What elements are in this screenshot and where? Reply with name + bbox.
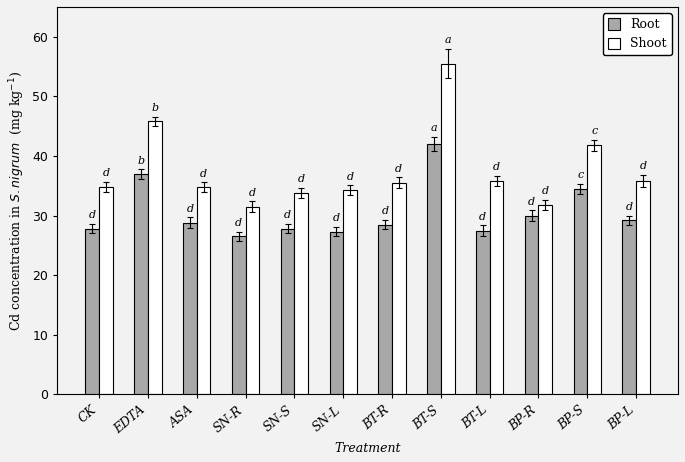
Text: b: b <box>151 103 158 113</box>
Bar <box>573 189 587 395</box>
Bar <box>295 193 308 395</box>
Bar <box>245 207 259 395</box>
Bar <box>148 122 162 395</box>
Text: d: d <box>382 206 388 216</box>
Text: d: d <box>284 210 291 220</box>
Text: c: c <box>591 126 597 136</box>
Bar <box>587 145 601 395</box>
Bar <box>281 229 295 395</box>
Bar <box>99 187 113 395</box>
Bar <box>525 216 538 395</box>
Bar <box>183 223 197 395</box>
Y-axis label: Cd concentration in $\it{S. nigrum}$  (mg kg$^{-1}$): Cd concentration in $\it{S. nigrum}$ (mg… <box>7 71 27 331</box>
Bar <box>490 181 503 395</box>
Bar <box>86 229 99 395</box>
X-axis label: Treatment: Treatment <box>334 442 401 455</box>
Bar <box>476 231 490 395</box>
Text: d: d <box>542 186 549 196</box>
Text: d: d <box>493 162 500 172</box>
Text: c: c <box>577 170 584 181</box>
Bar <box>134 174 148 395</box>
Bar <box>232 237 245 395</box>
Bar <box>441 64 455 395</box>
Text: d: d <box>102 168 110 178</box>
Text: d: d <box>297 174 305 184</box>
Bar <box>392 183 406 395</box>
Bar <box>329 232 343 395</box>
Text: d: d <box>528 197 535 207</box>
Text: d: d <box>186 204 193 214</box>
Bar <box>343 190 357 395</box>
Legend: Root, Shoot: Root, Shoot <box>603 13 672 55</box>
Text: a: a <box>445 35 451 45</box>
Bar <box>197 187 210 395</box>
Text: d: d <box>333 213 340 223</box>
Text: d: d <box>235 218 242 228</box>
Text: d: d <box>249 188 256 198</box>
Text: b: b <box>138 156 145 165</box>
Text: d: d <box>200 169 207 179</box>
Text: d: d <box>395 164 402 174</box>
Text: d: d <box>639 162 647 171</box>
Bar <box>636 181 650 395</box>
Bar <box>427 144 441 395</box>
Text: d: d <box>347 171 353 182</box>
Bar <box>378 225 392 395</box>
Bar <box>538 205 552 395</box>
Text: d: d <box>626 202 633 212</box>
Text: d: d <box>479 212 486 222</box>
Text: d: d <box>88 210 96 220</box>
Text: a: a <box>431 123 437 134</box>
Bar <box>623 220 636 395</box>
